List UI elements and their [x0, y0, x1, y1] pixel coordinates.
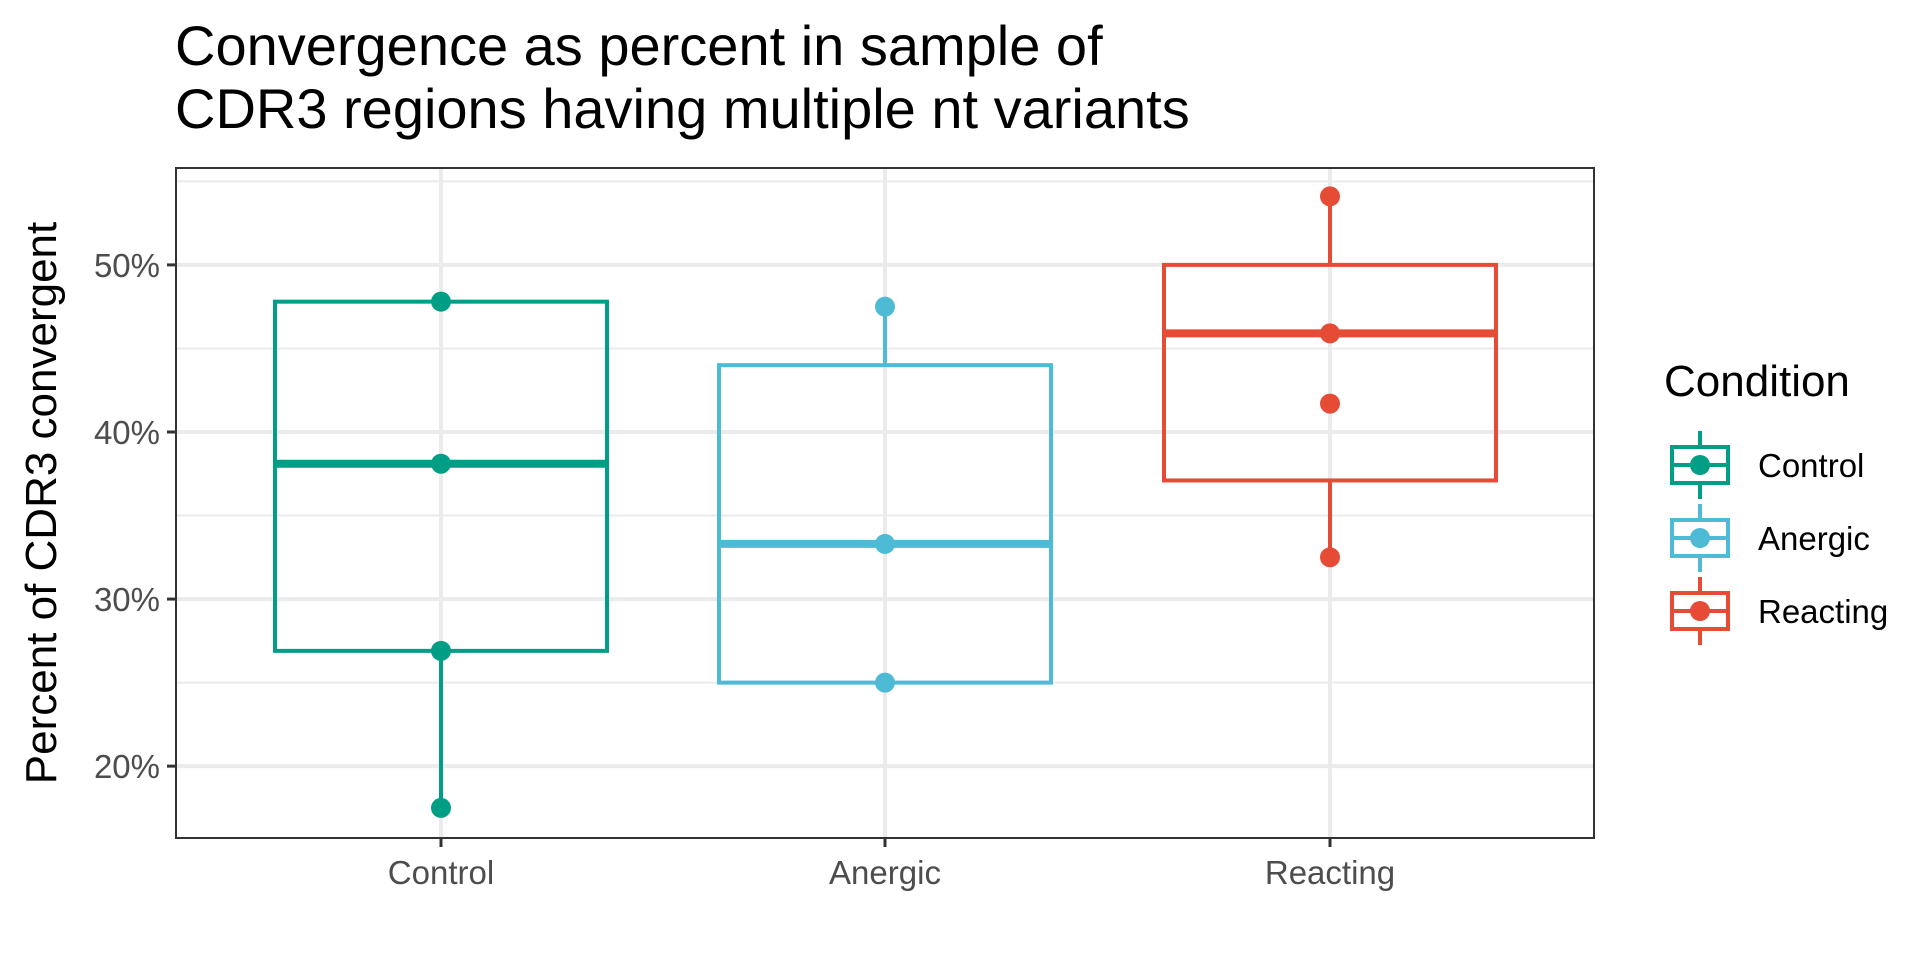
y-tick-label: 20% — [94, 748, 160, 785]
y-axis-title: Percent of CDR3 convergent — [17, 222, 66, 785]
boxplot-anergic — [717, 296, 1053, 693]
legend-title: Condition — [1664, 357, 1850, 406]
data-point — [875, 672, 895, 693]
x-tick-label: Reacting — [1265, 854, 1395, 891]
chart-title-line-2: CDR3 regions having multiple nt variants — [175, 77, 1190, 140]
y-tick-label: 40% — [94, 414, 160, 451]
boxplot-reacting — [1162, 186, 1498, 568]
data-point — [875, 296, 895, 317]
legend-item-anergic: Anergic — [1670, 504, 1870, 572]
data-point — [1320, 393, 1340, 414]
chart-title-line-1: Convergence as percent in sample of — [175, 14, 1103, 77]
legend-item-control: Control — [1670, 431, 1864, 499]
y-tick-label: 30% — [94, 581, 160, 618]
legend-label: Anergic — [1758, 520, 1870, 557]
legend-item-reacting: Reacting — [1670, 577, 1888, 645]
iqr-box — [1162, 262, 1498, 483]
data-point — [431, 291, 451, 312]
legend-label: Reacting — [1758, 593, 1888, 630]
data-point — [1320, 323, 1340, 344]
axis-layer: 20% 30% 40% 50% Control Anergic Reacting — [94, 167, 1595, 891]
data-point — [1320, 186, 1340, 207]
plot-data-layer — [273, 186, 1498, 818]
x-tick-label: Anergic — [829, 854, 941, 891]
data-point — [1320, 547, 1340, 568]
legend: Condition Control Anergic Reacting — [1664, 357, 1888, 645]
boxplot-control — [273, 291, 609, 818]
legend-key-point — [1690, 455, 1710, 475]
data-point — [431, 640, 451, 661]
legend-key-point — [1690, 528, 1710, 548]
data-point — [875, 533, 895, 554]
legend-label: Control — [1758, 447, 1864, 484]
y-tick-label: 50% — [94, 247, 160, 284]
data-point — [431, 453, 451, 474]
data-point — [431, 797, 451, 818]
legend-key-point — [1690, 601, 1710, 621]
x-tick-label: Control — [388, 854, 494, 891]
plot-panel — [176, 168, 1594, 838]
